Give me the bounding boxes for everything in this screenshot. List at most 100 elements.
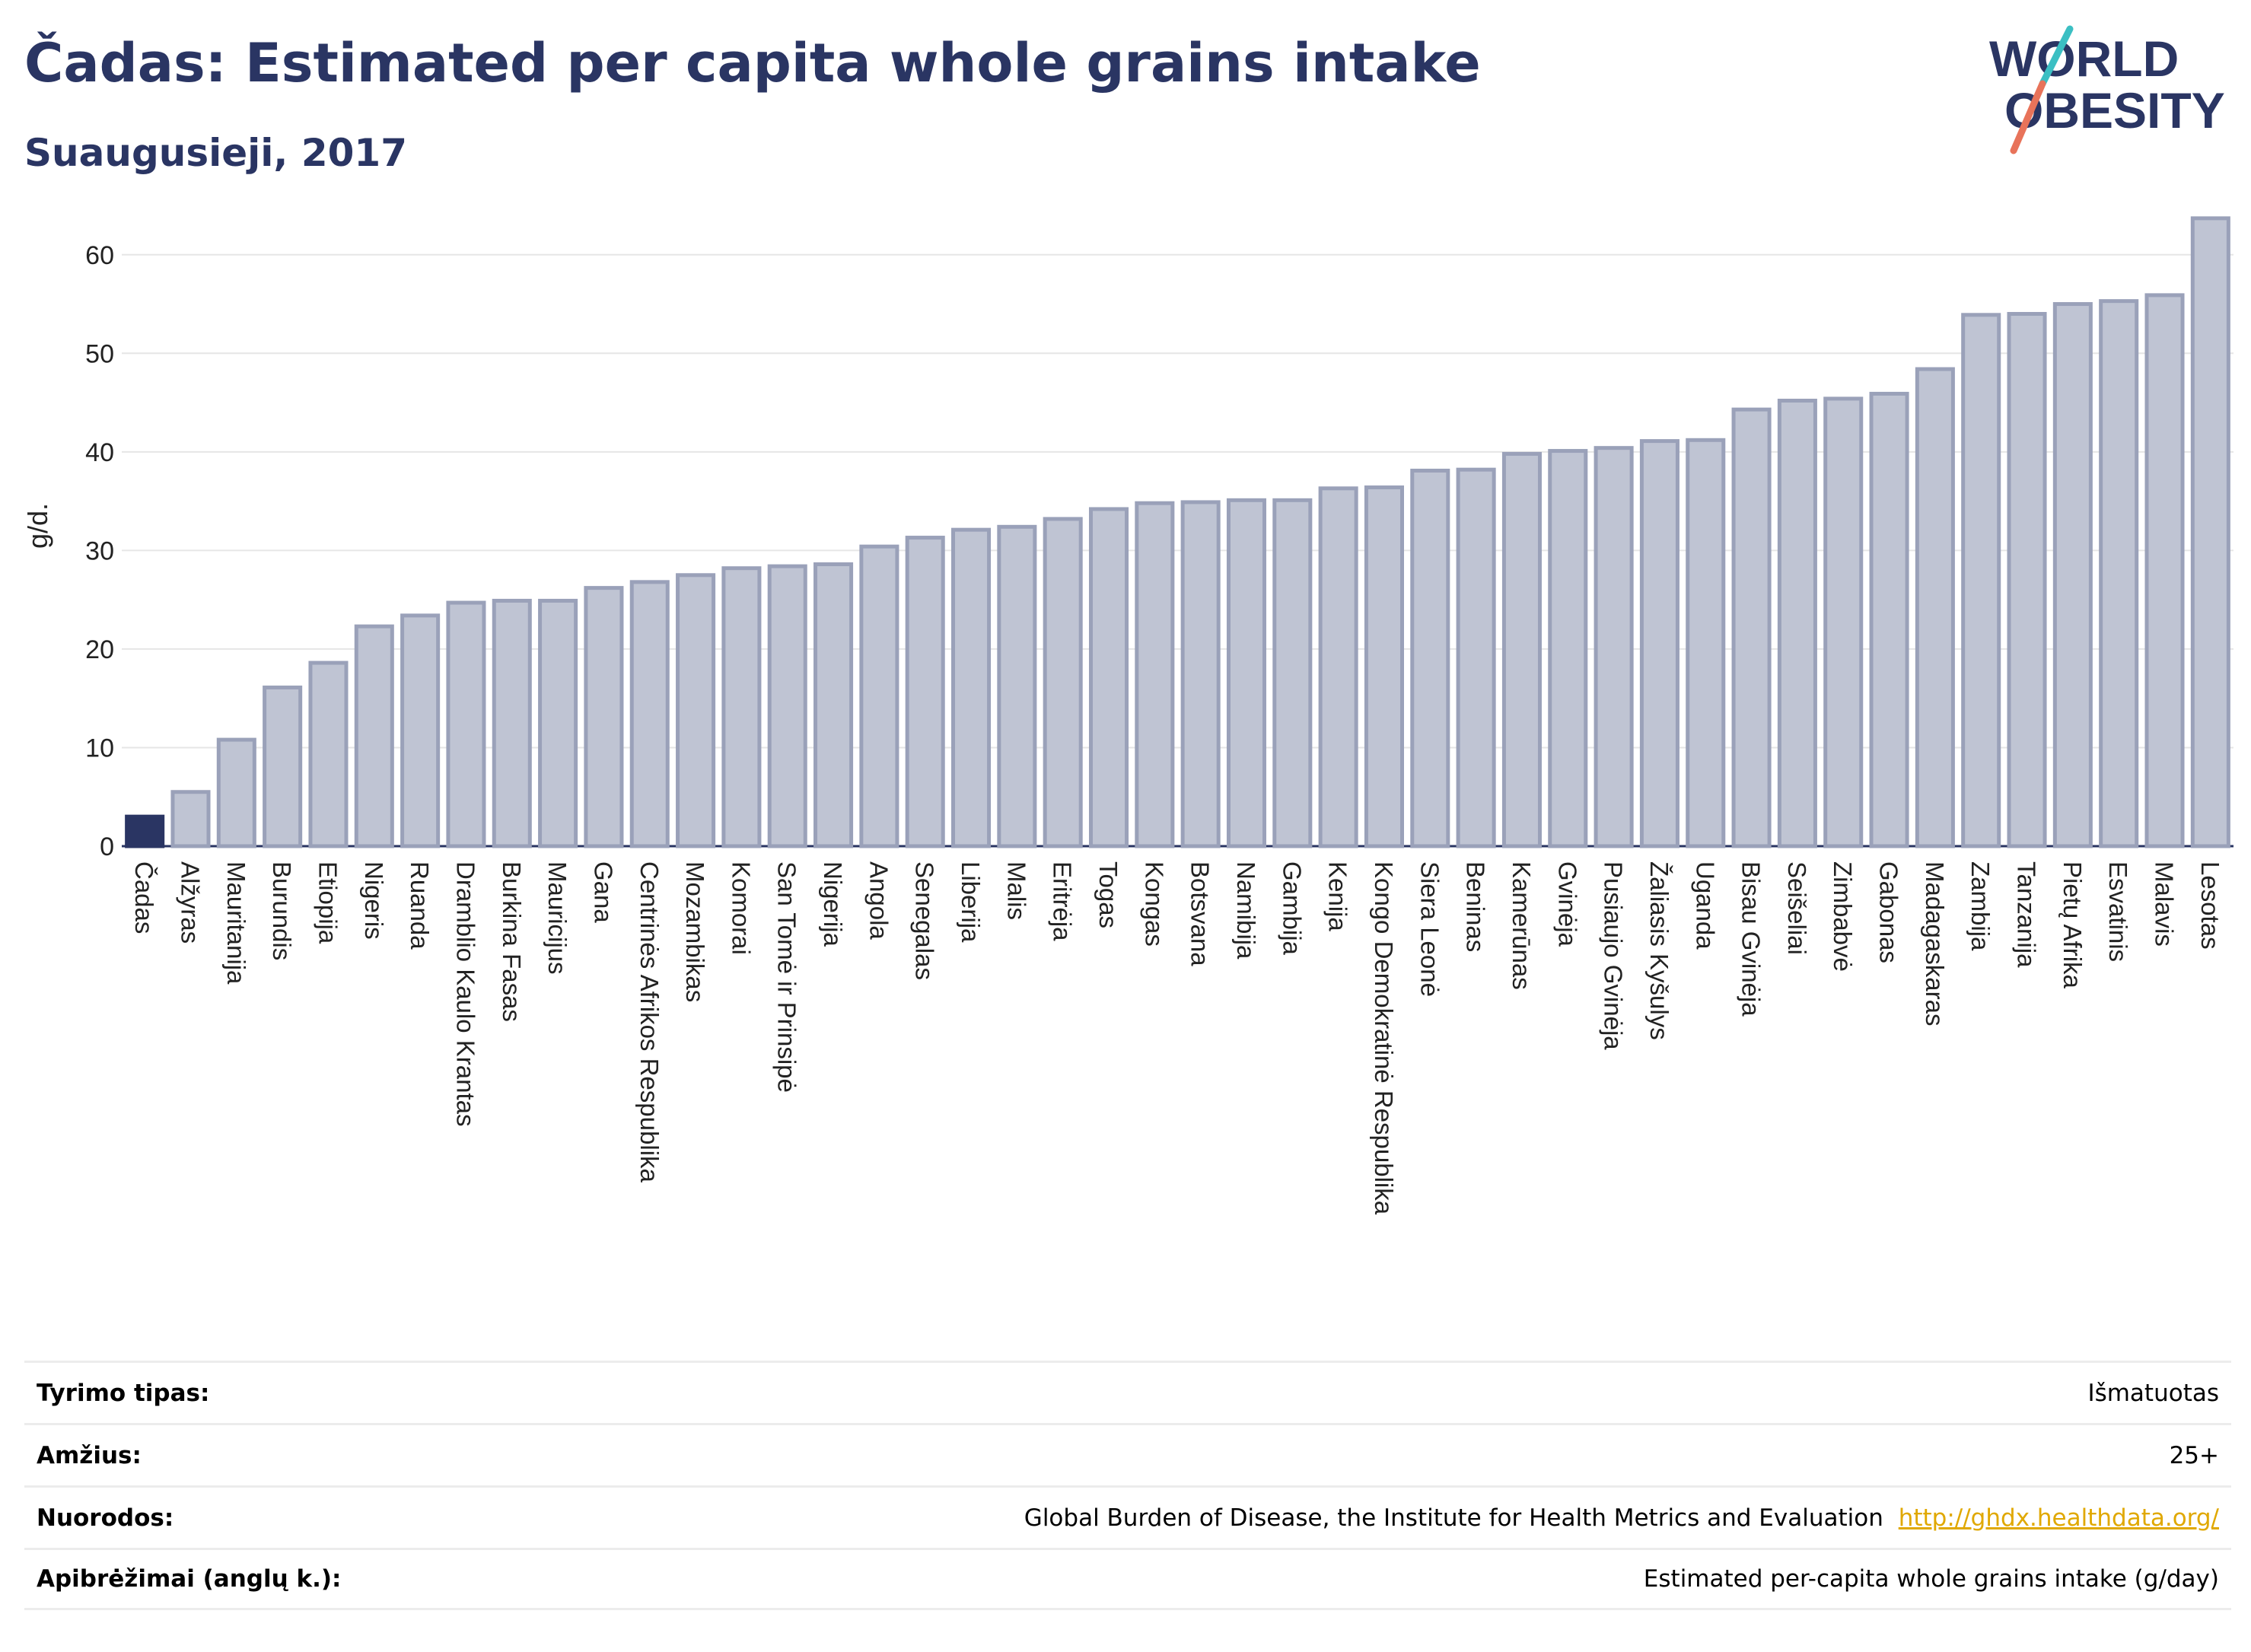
x-tick-label: Malis bbox=[1002, 861, 1030, 920]
y-tick-label: 10 bbox=[85, 734, 114, 762]
bar-29[interactable] bbox=[1456, 467, 1496, 848]
info-row-age: Amžius: 25+ bbox=[24, 1423, 2231, 1485]
info-table: Tyrimo tipas: Išmatuotas Amžius: 25+ Nuo… bbox=[24, 1361, 2231, 1610]
bar-5[interactable] bbox=[354, 624, 394, 848]
x-tick-label: Gvinėja bbox=[1553, 861, 1581, 947]
bar-11[interactable] bbox=[629, 580, 670, 848]
bar-37[interactable] bbox=[1823, 396, 1864, 848]
x-tick-label: Siera Leonė bbox=[1415, 861, 1444, 997]
info-value: Estimated per-capita whole grains intake… bbox=[1643, 1565, 2219, 1593]
bar-21[interactable] bbox=[1088, 507, 1129, 848]
x-tick-label: Alžyras bbox=[176, 861, 204, 944]
x-tick-label: Ruanda bbox=[406, 861, 434, 950]
bar-35[interactable] bbox=[1731, 407, 1772, 848]
y-tick-label: 50 bbox=[85, 339, 114, 368]
bar-2[interactable] bbox=[216, 737, 256, 848]
bar-17[interactable] bbox=[905, 536, 945, 848]
bar-39[interactable] bbox=[1915, 367, 1955, 848]
y-axis-ticks: 0 10 20 30 40 50 60 bbox=[85, 241, 114, 861]
y-axis-label: g/d. bbox=[22, 503, 53, 549]
x-tick-label: Pusiaujo Gvinėja bbox=[1600, 861, 1628, 1050]
reference-link[interactable]: http://ghdx.healthdata.org/ bbox=[1898, 1504, 2219, 1532]
bar-45[interactable] bbox=[2190, 216, 2230, 848]
world-obesity-logo: WORLD OBESITY bbox=[1989, 25, 2225, 154]
x-tick-label: San Tomė ir Prinsipė bbox=[773, 861, 801, 1093]
info-row-study-type: Tyrimo tipas: Išmatuotas bbox=[24, 1361, 2231, 1423]
bar-31[interactable] bbox=[1548, 449, 1588, 848]
bar-7[interactable] bbox=[446, 600, 486, 848]
x-tick-label: Mauritanija bbox=[222, 861, 250, 985]
x-tick-label: Kongo Demokratinė Respublika bbox=[1370, 861, 1398, 1215]
x-tick-label: Botsvana bbox=[1186, 861, 1215, 966]
x-tick-label: Burkina Fasas bbox=[498, 861, 526, 1022]
x-tick-label: Tanzanija bbox=[2013, 861, 2041, 968]
bar-8[interactable] bbox=[492, 598, 532, 848]
x-tick-label: Malavis bbox=[2151, 861, 2179, 947]
bar-20[interactable] bbox=[1043, 517, 1083, 848]
bar-44[interactable] bbox=[2144, 293, 2185, 848]
bar-14[interactable] bbox=[767, 564, 807, 848]
x-tick-label: Dramblio Kaulo Krantas bbox=[451, 861, 479, 1127]
x-tick-label: Uganda bbox=[1691, 861, 1719, 950]
y-tick-label: 0 bbox=[100, 832, 114, 861]
bar-34[interactable] bbox=[1686, 438, 1726, 848]
y-tick-label: 30 bbox=[85, 536, 114, 565]
bar-38[interactable] bbox=[1869, 391, 1909, 848]
x-tick-label: Angola bbox=[864, 861, 893, 940]
bar-12[interactable] bbox=[676, 573, 716, 848]
bar-26[interactable] bbox=[1318, 486, 1358, 848]
bar-15[interactable] bbox=[813, 562, 854, 848]
x-tick-label: Togas bbox=[1094, 861, 1122, 928]
bar-10[interactable] bbox=[584, 586, 624, 848]
x-tick-label: Esvatinis bbox=[2104, 861, 2132, 962]
logo-slash-coral bbox=[2010, 80, 2046, 154]
bar-22[interactable] bbox=[1135, 501, 1175, 848]
logo-line1: WORLD bbox=[1989, 30, 2179, 87]
bar-16[interactable] bbox=[859, 544, 899, 848]
logo-slash-teal bbox=[2039, 25, 2074, 88]
x-tick-label: Beninas bbox=[1462, 861, 1490, 952]
bar-41[interactable] bbox=[2007, 311, 2047, 848]
bar-3[interactable] bbox=[263, 685, 303, 848]
x-tick-label: Zambija bbox=[1966, 861, 1995, 951]
info-value: Global Burden of Disease, the Institute … bbox=[1024, 1504, 1883, 1532]
x-tick-label: Seišeliai bbox=[1783, 861, 1811, 955]
x-tick-label: Etiopija bbox=[314, 861, 342, 944]
bar-42[interactable] bbox=[2052, 302, 2093, 848]
page-title: Čadas: Estimated per capita whole grains… bbox=[24, 32, 1481, 94]
info-label: Nuorodos: bbox=[37, 1504, 174, 1532]
bar-27[interactable] bbox=[1364, 485, 1404, 848]
bar-33[interactable] bbox=[1639, 439, 1679, 848]
y-tick-label: 40 bbox=[85, 438, 114, 467]
info-row-references: Nuorodos: Global Burden of Disease, the … bbox=[24, 1485, 2231, 1548]
bar-24[interactable] bbox=[1226, 498, 1267, 848]
bar-9[interactable] bbox=[538, 598, 578, 848]
bar-1[interactable] bbox=[170, 790, 211, 848]
bar-32[interactable] bbox=[1594, 446, 1634, 848]
bar-36[interactable] bbox=[1777, 398, 1817, 848]
bar-4[interactable] bbox=[308, 660, 349, 848]
bar-19[interactable] bbox=[997, 524, 1037, 848]
bar-13[interactable] bbox=[721, 566, 762, 848]
x-tick-label: Senegalas bbox=[911, 861, 939, 980]
info-value: Išmatuotas bbox=[2087, 1379, 2219, 1407]
x-tick-label: Bisau Gvinėja bbox=[1737, 861, 1765, 1017]
bar-25[interactable] bbox=[1272, 498, 1313, 848]
x-tick-label: Eritrėja bbox=[1049, 861, 1077, 941]
x-tick-label: Gambija bbox=[1278, 861, 1306, 956]
bar-40[interactable] bbox=[1961, 313, 2001, 848]
bar-18[interactable] bbox=[951, 527, 992, 848]
x-tick-label: Komorai bbox=[727, 861, 755, 955]
bar-28[interactable] bbox=[1410, 468, 1450, 848]
x-tick-label: Gabonas bbox=[1875, 861, 1903, 963]
x-tick-label: Žaliasis Kyšulys bbox=[1645, 861, 1673, 1040]
x-tick-label: Lesotas bbox=[2196, 861, 2224, 950]
bar-chart: 0 10 20 30 40 50 60 Čadas Alžyras Mauritanija Bur… bbox=[22, 216, 2233, 1215]
x-tick-label: Mauricijus bbox=[543, 861, 572, 975]
bar-30[interactable] bbox=[1501, 451, 1542, 848]
bars bbox=[125, 216, 2230, 848]
bar-6[interactable] bbox=[400, 613, 441, 848]
bar-43[interactable] bbox=[2099, 299, 2139, 848]
bar-23[interactable] bbox=[1180, 500, 1221, 848]
bar-0[interactable] bbox=[125, 814, 165, 848]
